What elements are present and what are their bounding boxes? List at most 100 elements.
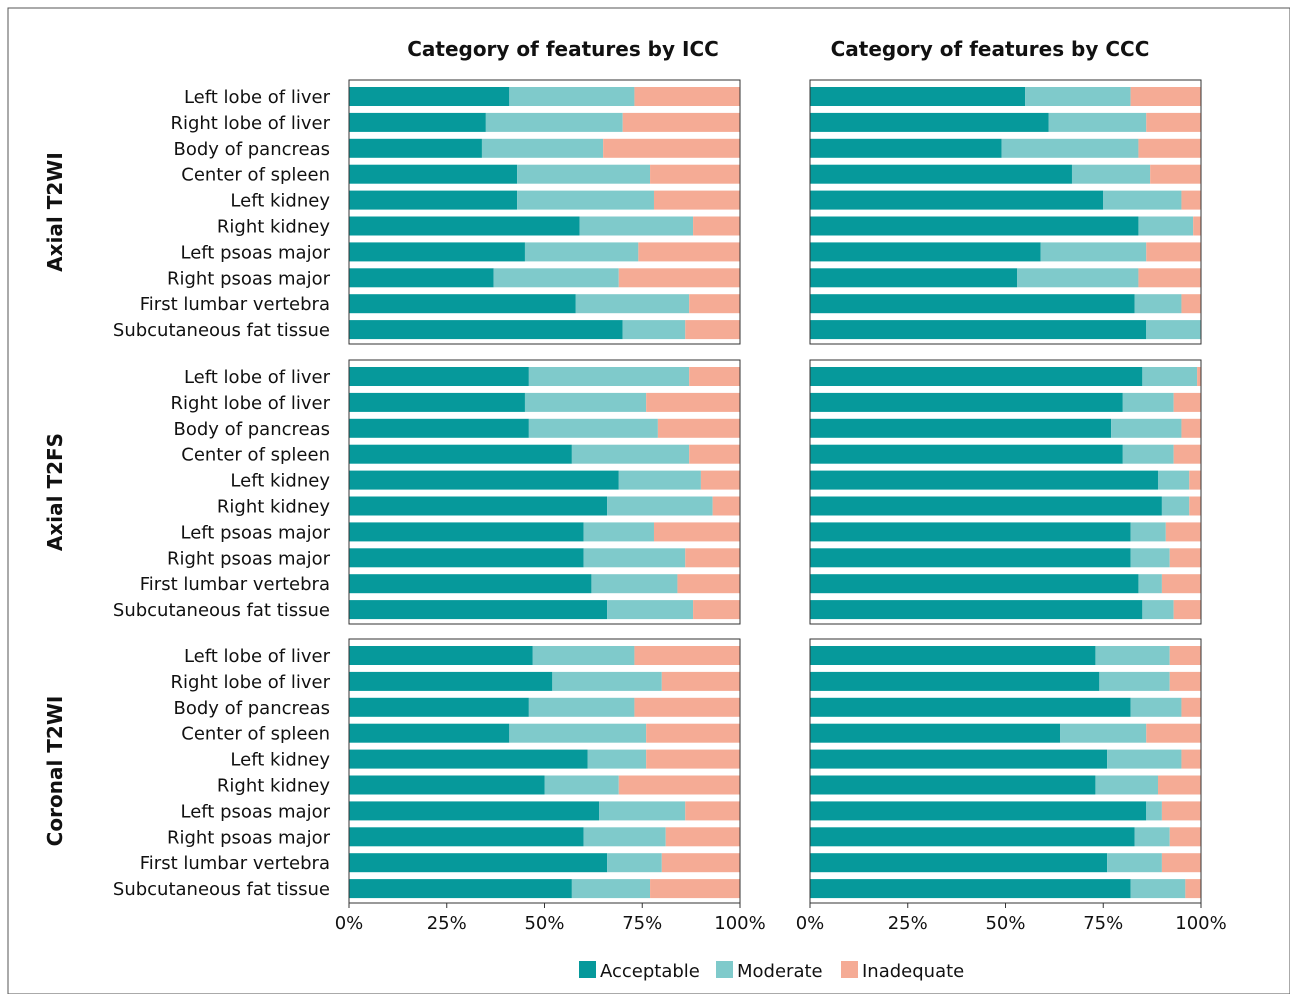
bar-ccc-axial-t2fs-acceptable-5	[810, 470, 1158, 490]
bar-icc-axial-t2fs-acceptable-4	[349, 444, 572, 464]
bar-ccc-coronal-t2wi-moderate-1	[1095, 646, 1170, 665]
bar-icc-coronal-t2wi-acceptable-6	[349, 775, 545, 795]
category-label: Body of pancreas	[174, 419, 330, 440]
bar-icc-coronal-t2wi-acceptable-10	[349, 879, 572, 899]
bar-icc-axial-t2wi-acceptable-4	[349, 164, 518, 184]
bar-icc-axial-t2wi-moderate-8	[493, 268, 619, 288]
bar-icc-coronal-t2wi-inadequate-1	[634, 646, 740, 665]
bar-ccc-coronal-t2wi-inadequate-1	[1169, 646, 1201, 665]
bar-icc-axial-t2wi-inadequate-5	[653, 190, 740, 210]
category-label: Right psoas major	[167, 548, 331, 569]
bar-ccc-axial-t2wi-acceptable-3	[810, 138, 1002, 158]
bar-icc-coronal-t2wi-acceptable-3	[349, 697, 529, 717]
bar-ccc-axial-t2wi-inadequate-6	[1193, 216, 1201, 236]
bar-icc-axial-t2wi-acceptable-8	[349, 268, 494, 288]
category-label: Body of pancreas	[174, 698, 330, 719]
bar-icc-coronal-t2wi-inadequate-8	[665, 827, 740, 847]
bar-icc-axial-t2fs-inadequate-7	[653, 522, 740, 542]
bar-ccc-axial-t2wi-moderate-7	[1040, 242, 1147, 262]
legend-swatch-acceptable	[579, 961, 596, 978]
bar-icc-axial-t2wi-acceptable-2	[349, 112, 486, 132]
bar-icc-axial-t2wi-moderate-10	[622, 320, 686, 340]
bar-icc-axial-t2wi-moderate-4	[517, 164, 651, 184]
x-tick-label: 50%	[985, 913, 1025, 934]
bar-ccc-axial-t2wi-moderate-4	[1071, 164, 1151, 184]
row-group-label: Axial T2WI	[43, 152, 67, 272]
category-label: Left psoas major	[180, 522, 330, 543]
bar-ccc-axial-t2fs-moderate-1	[1142, 367, 1198, 386]
category-label: Right psoas major	[167, 827, 331, 848]
bar-ccc-coronal-t2wi-acceptable-8	[810, 827, 1135, 847]
bar-icc-axial-t2wi-inadequate-1	[634, 87, 740, 106]
category-label: First lumbar vertebra	[140, 853, 330, 874]
bar-ccc-axial-t2wi-moderate-9	[1134, 294, 1182, 314]
legend-label-moderate: Moderate	[737, 961, 823, 982]
bar-icc-coronal-t2wi-inadequate-7	[685, 801, 740, 821]
bar-ccc-axial-t2wi-moderate-2	[1048, 112, 1147, 132]
category-label: First lumbar vertebra	[140, 294, 330, 315]
row-group-label: Coronal T2WI	[43, 696, 67, 847]
column-title-ccc: Category of features by CCC	[831, 37, 1150, 61]
bar-ccc-axial-t2fs-acceptable-3	[810, 418, 1112, 438]
bar-ccc-coronal-t2wi-inadequate-7	[1161, 801, 1201, 821]
bar-icc-coronal-t2wi-acceptable-9	[349, 853, 608, 873]
bar-icc-axial-t2wi-inadequate-10	[685, 320, 740, 340]
bar-icc-axial-t2wi-acceptable-6	[349, 216, 580, 236]
bar-icc-axial-t2wi-moderate-7	[524, 242, 639, 262]
bar-ccc-axial-t2wi-inadequate-3	[1138, 138, 1201, 158]
bar-icc-axial-t2fs-acceptable-1	[349, 367, 529, 386]
panels: Left lobe of liver Right lobe of liver Bod…	[43, 79, 1227, 934]
bar-ccc-coronal-t2wi-acceptable-4	[810, 723, 1061, 743]
x-tick-label: 50%	[524, 913, 564, 934]
legend-label-inadequate: Inadequate	[862, 961, 964, 982]
bar-icc-axial-t2wi-inadequate-8	[618, 268, 740, 288]
bar-ccc-coronal-t2wi-acceptable-9	[810, 853, 1108, 873]
category-label: Center of spleen	[181, 724, 330, 745]
bar-ccc-axial-t2wi-acceptable-1	[810, 87, 1026, 106]
bar-icc-axial-t2fs-moderate-5	[618, 470, 701, 490]
bar-ccc-axial-t2wi-moderate-5	[1103, 190, 1182, 210]
bar-icc-coronal-t2wi-acceptable-5	[349, 749, 588, 769]
bar-ccc-axial-t2fs-moderate-3	[1111, 418, 1182, 438]
bar-ccc-axial-t2wi-inadequate-8	[1138, 268, 1201, 288]
bar-ccc-coronal-t2wi-inadequate-2	[1169, 671, 1201, 691]
bar-icc-axial-t2fs-moderate-8	[583, 548, 686, 568]
category-label: Subcutaneous fat tissue	[113, 600, 330, 621]
bar-icc-axial-t2fs-inadequate-9	[677, 574, 740, 594]
bar-ccc-axial-t2wi-acceptable-5	[810, 190, 1104, 210]
bar-ccc-coronal-t2wi-inadequate-10	[1185, 879, 1201, 899]
bar-ccc-coronal-t2wi-acceptable-2	[810, 671, 1100, 691]
category-label: Right kidney	[217, 217, 330, 238]
bar-ccc-axial-t2fs-inadequate-5	[1189, 470, 1201, 490]
bar-icc-axial-t2fs-moderate-9	[591, 574, 678, 594]
bar-ccc-axial-t2fs-inadequate-2	[1173, 392, 1201, 412]
bar-icc-axial-t2wi-acceptable-9	[349, 294, 576, 314]
bar-icc-coronal-t2wi-moderate-3	[528, 697, 635, 717]
x-tick-label: 0%	[335, 913, 364, 934]
bar-icc-coronal-t2wi-moderate-7	[599, 801, 686, 821]
legend-label-acceptable: Acceptable	[600, 961, 700, 982]
bar-icc-axial-t2wi-acceptable-1	[349, 87, 510, 106]
bar-ccc-axial-t2fs-inadequate-9	[1161, 574, 1201, 594]
panel-frame-ccc-axial-t2wi	[809, 79, 1202, 345]
bar-icc-axial-t2wi-inadequate-4	[650, 164, 740, 184]
bar-icc-axial-t2wi-inadequate-6	[693, 216, 740, 236]
bar-icc-axial-t2fs-moderate-1	[528, 367, 690, 386]
panel-frame-ccc-axial-t2fs	[809, 359, 1202, 625]
bar-ccc-axial-t2wi-acceptable-8	[810, 268, 1018, 288]
bar-ccc-coronal-t2wi-acceptable-7	[810, 801, 1147, 821]
bar-icc-axial-t2fs-acceptable-7	[349, 522, 584, 542]
bar-ccc-coronal-t2wi-moderate-7	[1146, 801, 1162, 821]
bar-icc-axial-t2fs-acceptable-10	[349, 600, 608, 620]
category-label: Left lobe of liver	[184, 367, 331, 388]
column-title-icc: Category of features by ICC	[407, 37, 719, 61]
bar-icc-coronal-t2wi-acceptable-8	[349, 827, 584, 847]
bar-ccc-axial-t2wi-inadequate-5	[1181, 190, 1201, 210]
x-tick-label: 100%	[714, 913, 765, 934]
bar-ccc-coronal-t2wi-acceptable-5	[810, 749, 1108, 769]
bar-icc-axial-t2fs-inadequate-2	[646, 392, 740, 412]
bar-icc-axial-t2wi-inadequate-3	[603, 138, 740, 158]
bar-ccc-axial-t2wi-moderate-1	[1025, 87, 1131, 106]
